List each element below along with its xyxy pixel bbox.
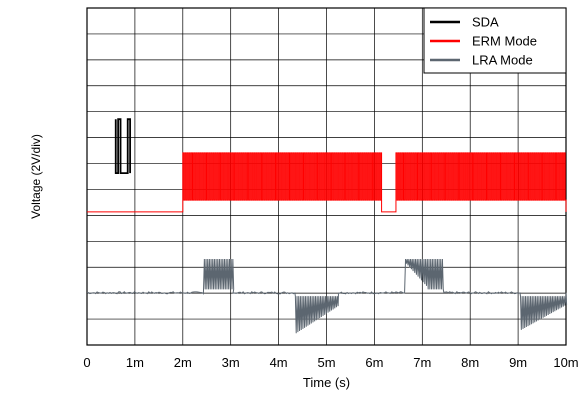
x-tick-label: 5m bbox=[317, 355, 335, 370]
series-lra-line bbox=[86, 258, 568, 334]
x-tick-label: 0 bbox=[83, 355, 90, 370]
legend: SDA ERM Mode LRA Mode bbox=[423, 7, 567, 74]
series-erm-line bbox=[87, 152, 567, 213]
x-tick-label: 7m bbox=[413, 355, 431, 370]
y-axis-label: Voltage (2V/div) bbox=[29, 134, 43, 219]
legend-label: SDA bbox=[472, 15, 499, 30]
x-tick-labels: 0 1m 2m 3m 4m 5m 6m 7m 8m 9m 10m bbox=[83, 355, 578, 370]
legend-label: LRA Mode bbox=[472, 53, 533, 68]
x-tick-label: 6m bbox=[365, 355, 383, 370]
x-tick-label: 10m bbox=[553, 355, 578, 370]
x-tick-label: 2m bbox=[174, 355, 192, 370]
x-axis-label: Time (s) bbox=[303, 375, 350, 390]
x-tick-label: 4m bbox=[270, 355, 288, 370]
legend-label: ERM Mode bbox=[472, 34, 537, 49]
series-layer bbox=[86, 118, 568, 334]
x-tick-label: 1m bbox=[126, 355, 144, 370]
x-tick-label: 8m bbox=[461, 355, 479, 370]
series-sda-line bbox=[114, 118, 132, 175]
x-tick-label: 9m bbox=[509, 355, 527, 370]
x-tick-label: 3m bbox=[222, 355, 240, 370]
